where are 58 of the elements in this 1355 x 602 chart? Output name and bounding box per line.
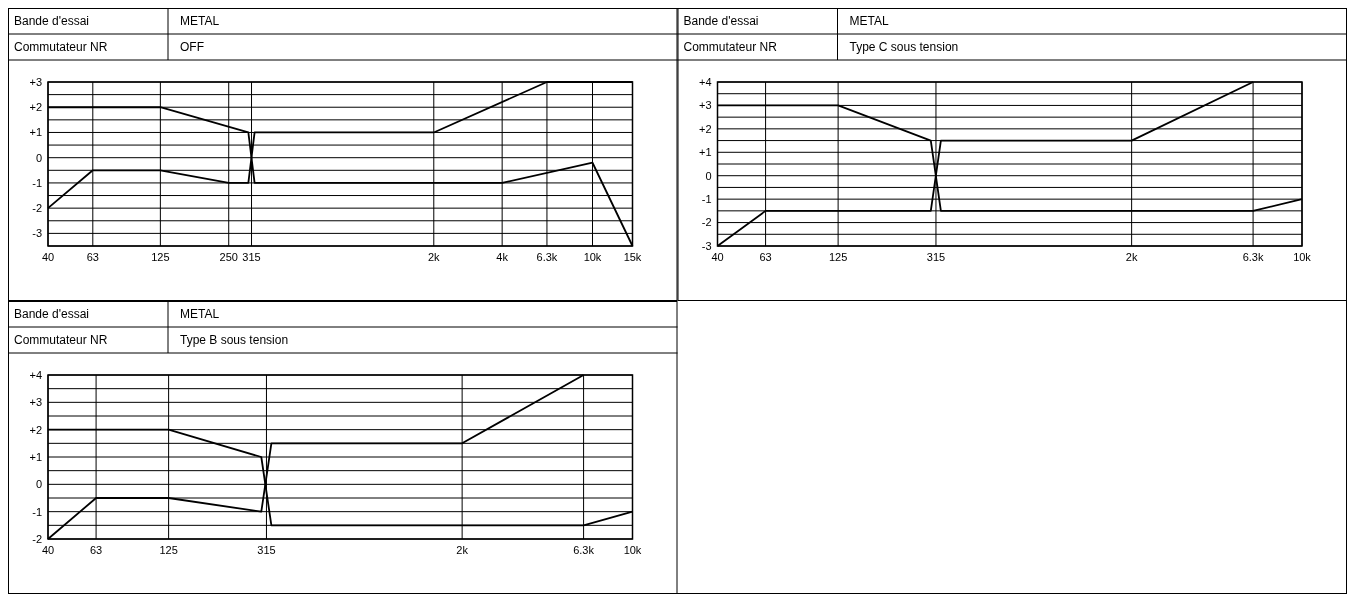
x-tick-label: 125 xyxy=(159,544,178,556)
x-tick-label: 10k xyxy=(583,251,602,263)
x-tick-label: 10k xyxy=(1293,251,1312,263)
x-tick-label: 4k xyxy=(496,251,509,263)
y-tick-label: 0 xyxy=(35,151,42,164)
y-tick-label: 0 xyxy=(35,478,42,491)
y-tick-label: +3 xyxy=(29,75,42,88)
x-tick-label: 315 xyxy=(242,251,261,263)
y-tick-label: -2 xyxy=(32,202,42,214)
x-tick-label: 40 xyxy=(711,251,724,263)
y-tick-label: +1 xyxy=(29,450,42,463)
text: Type C sous tension xyxy=(849,40,959,54)
y-tick-label: -3 xyxy=(701,239,712,252)
y-tick-label: -2 xyxy=(701,216,712,229)
x-tick-label: 2k xyxy=(427,251,441,263)
y-tick-label: +3 xyxy=(29,396,42,409)
y-tick-label: +2 xyxy=(29,423,42,436)
text: Bande d'essai xyxy=(14,307,90,321)
text: Bande d'essai xyxy=(683,14,759,28)
x-tick-label: 6.3k xyxy=(536,251,558,263)
x-tick-label: 315 xyxy=(926,251,946,263)
x-tick-label: 40 xyxy=(41,251,55,263)
text: Bande d'essai xyxy=(14,14,90,28)
y-tick-label: +3 xyxy=(698,99,712,112)
y-tick-label: +4 xyxy=(698,75,712,88)
y-tick-label: -1 xyxy=(701,192,712,205)
y-tick-label: 0 xyxy=(705,169,712,182)
x-tick-label: 315 xyxy=(257,544,276,556)
x-tick-label: 63 xyxy=(89,544,103,556)
x-tick-label: 2k xyxy=(1125,251,1138,263)
y-tick-label: +2 xyxy=(29,101,42,114)
x-tick-label: 40 xyxy=(41,544,55,556)
x-tick-label: 6.3k xyxy=(1242,251,1264,263)
y-tick-label: +1 xyxy=(29,126,42,139)
y-tick-label: -2 xyxy=(32,532,42,545)
text: Commutateur NR xyxy=(683,40,778,54)
text: Type B sous tension xyxy=(180,333,289,347)
x-tick-label: 6.3k xyxy=(573,544,595,556)
text: METAL xyxy=(180,14,220,28)
x-tick-label: 125 xyxy=(151,251,170,263)
x-tick-label: 250 xyxy=(219,251,238,263)
text: METAL xyxy=(180,307,220,321)
x-tick-label: 125 xyxy=(828,251,848,263)
y-tick-label: +1 xyxy=(698,146,712,159)
text: METAL xyxy=(849,14,889,28)
y-tick-label: -3 xyxy=(32,227,42,240)
x-tick-label: 2k xyxy=(456,544,469,556)
y-tick-label: +2 xyxy=(698,122,712,135)
x-tick-label: 10k xyxy=(623,544,642,556)
y-tick-label: +4 xyxy=(29,368,42,381)
y-tick-label: -1 xyxy=(32,505,42,518)
x-tick-label: 15k xyxy=(623,251,642,263)
y-tick-label: -1 xyxy=(32,176,42,189)
text: OFF xyxy=(180,40,204,54)
text: Commutateur NR xyxy=(14,40,108,54)
x-tick-label: 63 xyxy=(86,251,99,263)
x-tick-label: 63 xyxy=(759,251,772,263)
text: Commutateur NR xyxy=(14,333,108,347)
